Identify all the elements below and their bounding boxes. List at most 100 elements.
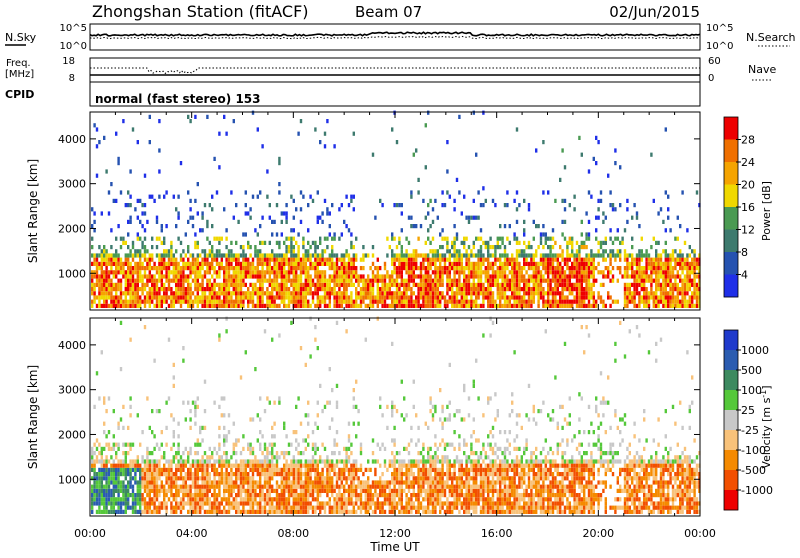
power-cell	[223, 270, 225, 274]
power-cell	[492, 245, 494, 249]
power-cell	[530, 245, 532, 249]
power-cell	[422, 279, 424, 283]
power-cell	[168, 283, 170, 287]
power-cell	[626, 287, 628, 291]
power-cell	[576, 291, 578, 295]
power-cell	[273, 300, 275, 304]
power-cell	[204, 287, 206, 291]
vel-cell	[177, 422, 179, 426]
power-cell	[413, 253, 415, 257]
power-cell	[96, 304, 98, 308]
power-cell	[434, 291, 436, 295]
vel-cell	[192, 501, 194, 505]
power-cell	[249, 283, 251, 287]
power-cell	[681, 266, 683, 270]
power-cell	[470, 300, 472, 304]
power-cell	[230, 283, 232, 287]
vel-cell	[98, 459, 100, 463]
power-cell	[96, 258, 98, 262]
power-cell	[693, 262, 695, 266]
vel-cell	[307, 464, 309, 468]
power-cell	[405, 295, 407, 299]
vel-cell	[120, 417, 122, 421]
power-cell	[516, 291, 518, 295]
vel-cell	[293, 459, 295, 463]
vel-cell	[165, 476, 167, 480]
power-cell	[343, 283, 345, 287]
power-cell	[108, 304, 110, 308]
power-cell	[633, 295, 635, 299]
vel-cell	[317, 506, 319, 510]
vel-cell	[307, 489, 309, 493]
power-cell	[180, 304, 182, 308]
power-cell	[657, 253, 659, 257]
noise-left-label: N.Sky	[5, 31, 37, 44]
vel-cell	[216, 493, 218, 497]
power-cell	[170, 249, 172, 253]
power-cell	[283, 304, 285, 308]
power-cell	[420, 270, 422, 274]
power-cell	[161, 262, 163, 266]
power-cell	[655, 304, 657, 308]
vel-cell	[247, 501, 249, 505]
power-cell	[518, 274, 520, 278]
vel-cell	[242, 459, 244, 463]
power-cell	[600, 190, 602, 194]
power-cell	[194, 258, 196, 262]
power-cell	[523, 199, 525, 203]
power-cell	[350, 295, 352, 299]
power-cell	[278, 161, 280, 165]
power-cell	[660, 295, 662, 299]
power-cell	[417, 283, 419, 287]
power-cell	[333, 237, 335, 241]
power-cell	[384, 274, 386, 278]
power-cell	[312, 279, 314, 283]
vel-cell	[281, 451, 283, 455]
vel-cell	[353, 480, 355, 484]
power-cell	[528, 287, 530, 291]
power-cell	[559, 253, 561, 257]
power-cell	[377, 274, 379, 278]
power-cell	[113, 300, 115, 304]
power-cell	[590, 266, 592, 270]
power-cell	[401, 274, 403, 278]
power-cell	[468, 274, 470, 278]
power-cell	[638, 295, 640, 299]
power-cell	[393, 203, 395, 207]
power-cell	[667, 262, 669, 266]
power-cell	[129, 287, 131, 291]
power-cell	[197, 211, 199, 215]
power-cell	[655, 258, 657, 262]
vel-cell	[321, 472, 323, 476]
power-cell	[391, 300, 393, 304]
power-cell	[590, 270, 592, 274]
power-cell	[300, 207, 302, 211]
power-cell	[523, 279, 525, 283]
power-cell	[309, 304, 311, 308]
vel-cell	[247, 489, 249, 493]
power-cell	[588, 232, 590, 236]
power-cell	[365, 304, 367, 308]
power-cell	[626, 220, 628, 224]
power-cell	[600, 245, 602, 249]
power-cell	[542, 295, 544, 299]
power-cell	[189, 291, 191, 295]
power-cell	[96, 279, 98, 283]
power-cell	[197, 291, 199, 295]
power-cell	[249, 274, 251, 278]
power-cell	[588, 279, 590, 283]
power-cell	[401, 270, 403, 274]
power-cell	[672, 283, 674, 287]
power-cell	[329, 287, 331, 291]
power-cell	[307, 270, 309, 274]
vel-cell	[305, 447, 307, 451]
power-cell	[633, 291, 635, 295]
power-cell	[545, 291, 547, 295]
vel-cell	[120, 489, 122, 493]
power-cell	[161, 253, 163, 257]
power-cell	[583, 279, 585, 283]
vel-cell	[197, 396, 199, 400]
power-cell	[444, 295, 446, 299]
power-cell	[137, 270, 139, 274]
power-cell	[540, 262, 542, 266]
